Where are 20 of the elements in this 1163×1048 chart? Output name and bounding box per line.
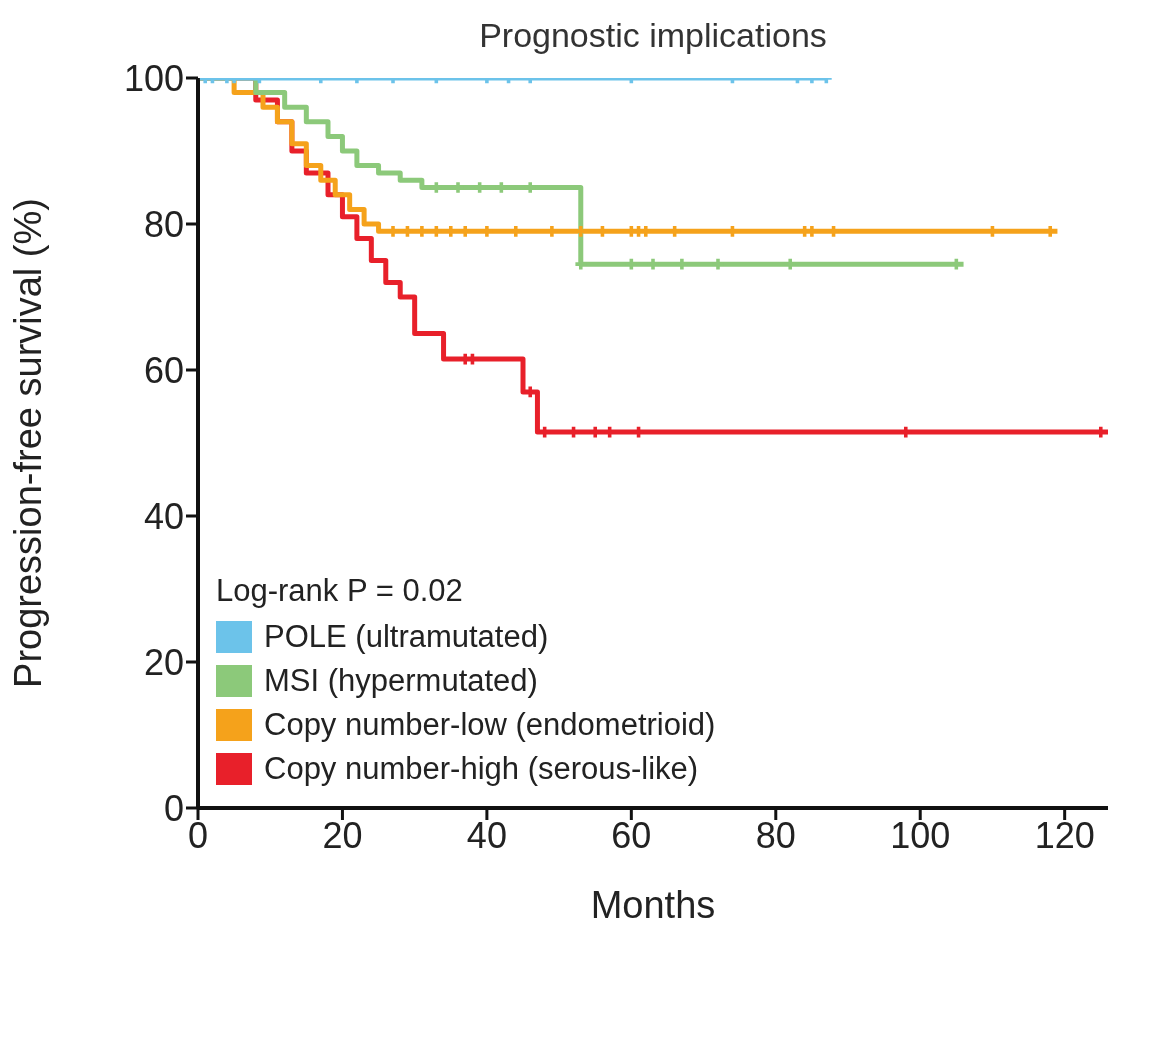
legend-label: Copy number-high (serous-like) [264, 751, 699, 787]
x-tick-label: 80 [755, 814, 796, 856]
y-tick-label: 80 [143, 203, 184, 245]
y-tick-label: 20 [143, 641, 184, 683]
legend-label: Copy number-low (endometrioid) [264, 707, 716, 743]
x-axis-title: Months [590, 884, 716, 926]
y-axis-title: Progression-free survival (%) [7, 198, 50, 688]
annotation: Log-rank P = 0.02 [216, 573, 464, 609]
y-tick-label: 0 [163, 787, 184, 829]
chart-title: Prognostic implications [478, 16, 828, 55]
y-tick-label: 60 [143, 349, 184, 391]
x-tick-label: 120 [1034, 814, 1095, 856]
x-tick-label: 100 [890, 814, 951, 856]
y-tick-label: 100 [123, 57, 184, 99]
x-tick-label: 60 [611, 814, 652, 856]
legend-label: MSI (hypermutated) [264, 663, 538, 699]
legend-label: POLE (ultramutated) [264, 619, 549, 655]
x-tick-label: 40 [466, 814, 507, 856]
x-tick-label: 20 [322, 814, 363, 856]
y-tick-label: 40 [143, 495, 184, 537]
